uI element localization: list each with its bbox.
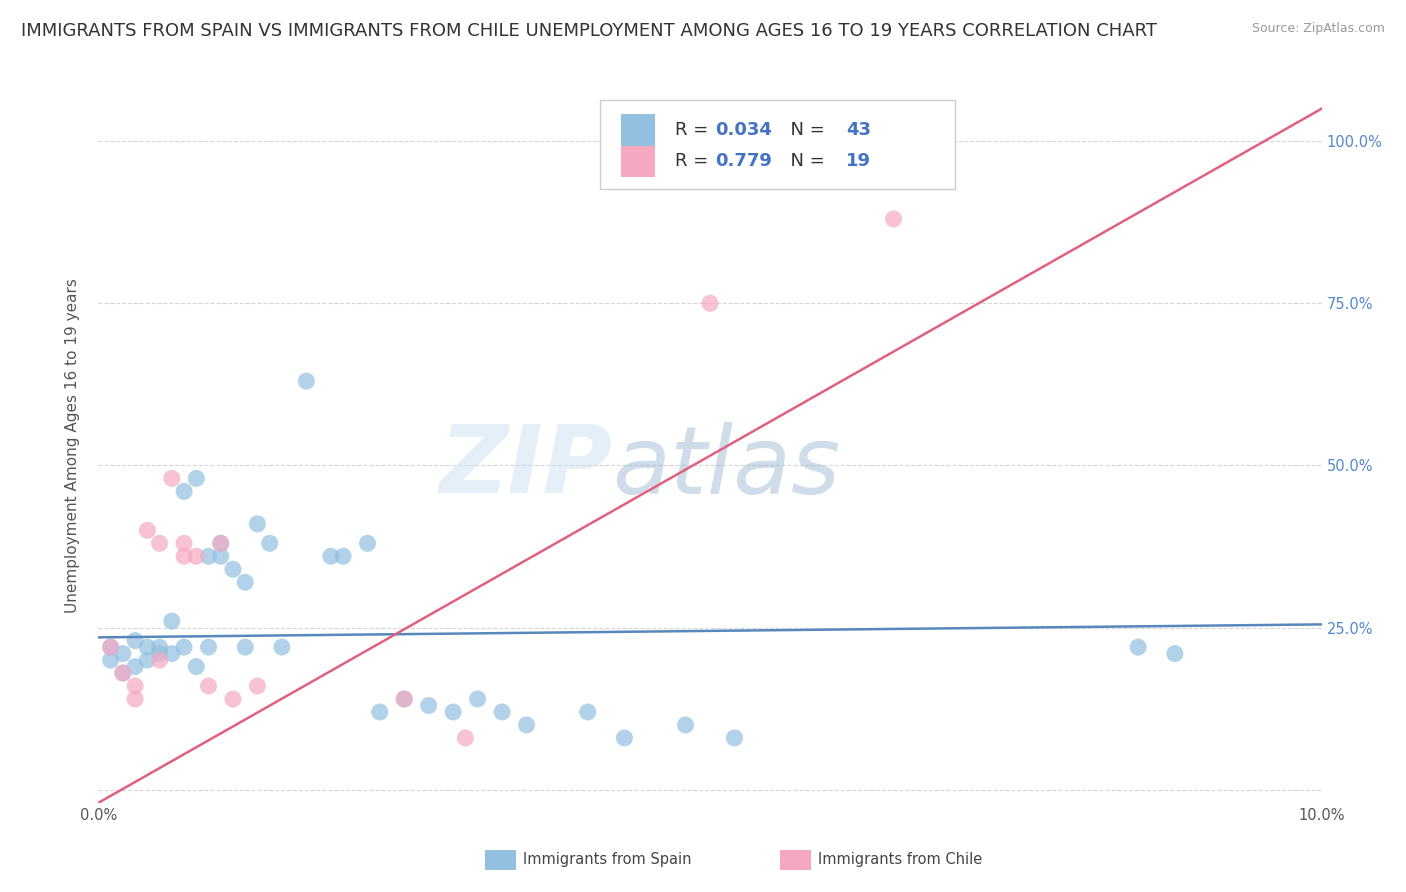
Point: [173, 549, 195, 564]
Point: [723, 731, 745, 745]
Point: [173, 536, 195, 550]
Point: [186, 549, 208, 564]
Point: [270, 640, 292, 654]
Point: [233, 575, 256, 590]
Y-axis label: Unemployment Among Ages 16 to 19 years: Unemployment Among Ages 16 to 19 years: [65, 278, 80, 614]
Text: Immigrants from Spain: Immigrants from Spain: [523, 853, 692, 867]
Point: [173, 484, 195, 499]
Point: [576, 705, 599, 719]
Point: [197, 679, 219, 693]
Point: [332, 549, 354, 564]
Bar: [620, 114, 655, 145]
Point: [516, 718, 538, 732]
Point: [100, 640, 122, 654]
Point: [186, 659, 208, 673]
Text: R =: R =: [675, 121, 714, 139]
Text: 43: 43: [846, 121, 870, 139]
Bar: [620, 145, 655, 177]
Point: [160, 647, 183, 661]
Point: [368, 705, 391, 719]
Point: [418, 698, 440, 713]
Point: [233, 640, 256, 654]
Point: [1164, 647, 1187, 661]
Point: [356, 536, 378, 550]
Text: N =: N =: [779, 121, 830, 139]
Point: [136, 640, 159, 654]
Text: 0.779: 0.779: [714, 153, 772, 170]
Text: IMMIGRANTS FROM SPAIN VS IMMIGRANTS FROM CHILE UNEMPLOYMENT AMONG AGES 16 TO 19 : IMMIGRANTS FROM SPAIN VS IMMIGRANTS FROM…: [21, 22, 1157, 40]
FancyBboxPatch shape: [600, 100, 955, 189]
Point: [392, 692, 416, 706]
Point: [136, 653, 159, 667]
Point: [209, 549, 232, 564]
Text: ZIP: ZIP: [439, 421, 612, 514]
Point: [392, 692, 416, 706]
Text: Immigrants from Chile: Immigrants from Chile: [818, 853, 983, 867]
Text: 19: 19: [846, 153, 870, 170]
Point: [491, 705, 513, 719]
Point: [699, 296, 721, 310]
Point: [149, 536, 172, 550]
Point: [222, 692, 245, 706]
Text: N =: N =: [779, 153, 830, 170]
Point: [111, 666, 134, 681]
Point: [100, 653, 122, 667]
Point: [209, 536, 232, 550]
Point: [319, 549, 342, 564]
Text: atlas: atlas: [612, 422, 841, 513]
Point: [883, 211, 905, 226]
Point: [124, 692, 146, 706]
Text: 0.034: 0.034: [714, 121, 772, 139]
Point: [197, 640, 219, 654]
Point: [454, 731, 477, 745]
Point: [136, 524, 159, 538]
Point: [149, 653, 172, 667]
Point: [259, 536, 281, 550]
Point: [173, 640, 195, 654]
Text: R =: R =: [675, 153, 714, 170]
Point: [467, 692, 489, 706]
Point: [149, 640, 172, 654]
Point: [197, 549, 219, 564]
Point: [124, 659, 146, 673]
Point: [124, 633, 146, 648]
Point: [111, 647, 134, 661]
Point: [246, 679, 269, 693]
Point: [186, 471, 208, 485]
Point: [111, 666, 134, 681]
Text: Source: ZipAtlas.com: Source: ZipAtlas.com: [1251, 22, 1385, 36]
Point: [160, 471, 183, 485]
Point: [1128, 640, 1150, 654]
Point: [295, 374, 318, 388]
Point: [675, 718, 697, 732]
Point: [100, 640, 122, 654]
Point: [222, 562, 245, 576]
Point: [209, 536, 232, 550]
Point: [441, 705, 464, 719]
Point: [160, 614, 183, 628]
Point: [124, 679, 146, 693]
Point: [246, 516, 269, 531]
Point: [149, 647, 172, 661]
Point: [613, 731, 636, 745]
